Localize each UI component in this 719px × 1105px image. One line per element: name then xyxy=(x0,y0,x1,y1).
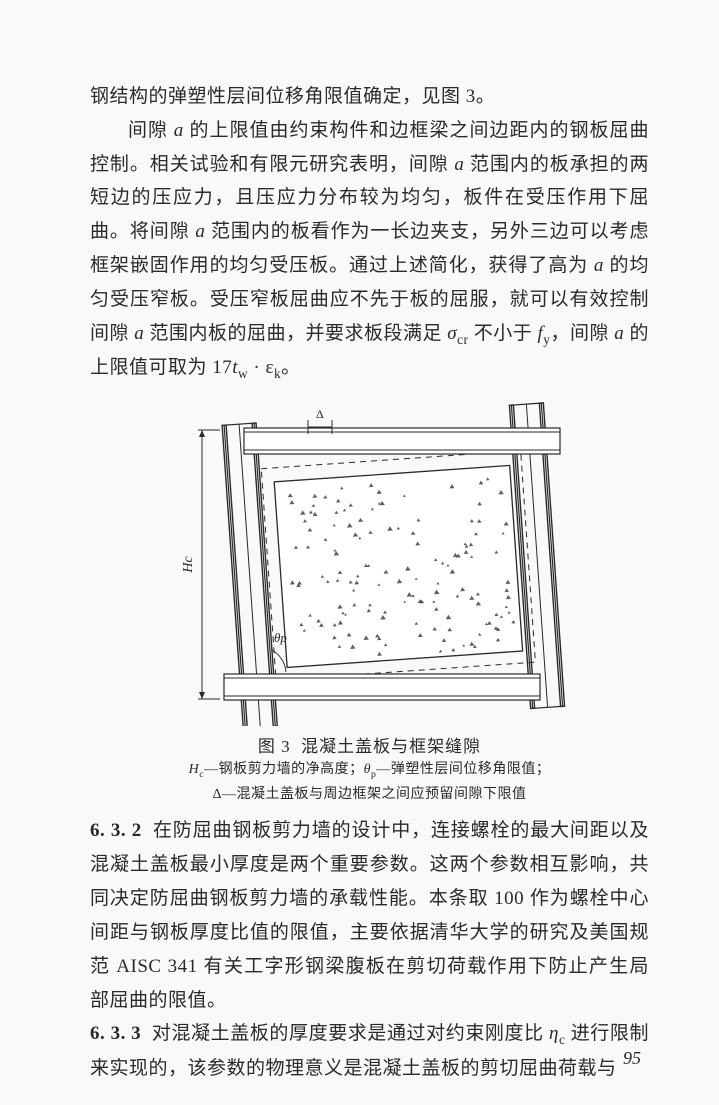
sym-a: a xyxy=(614,323,624,344)
sec-6-3-2-text: 在防屈曲钢板剪力墙的设计中，连接螺栓的最大间距以及混凝土盖板最小厚度是两个重要参… xyxy=(90,820,649,1010)
sym-a: a xyxy=(134,323,144,344)
p2-a: 间隙 xyxy=(128,120,174,141)
figure-3-caption: 图 3 混凝土盖板与框架缝隙 xyxy=(258,732,481,757)
section-6-3-3: 6. 3. 3 对混凝土盖板的厚度要求是通过对约束刚度比 ηc 进行限制来实现的… xyxy=(90,1017,649,1085)
paragraph-1: 钢结构的弹塑性层间位移角限值确定，见图 3。 xyxy=(90,80,649,114)
page: 钢结构的弹塑性层间位移角限值确定，见图 3。 间隙 a 的上限值由约束构件和边框… xyxy=(0,0,719,1105)
p2-j: · ε xyxy=(248,357,274,378)
svg-text:Δ: Δ xyxy=(316,407,324,421)
figure-3: θp Δ Hc 图 3 混凝土盖板与框架缝隙 Hc—钢板剪力墙的净高度；θp—弹塑性… xyxy=(90,396,649,807)
p2-f: 范围内板的屈曲，并要求板段满足 xyxy=(144,323,447,344)
p2-k: 。 xyxy=(281,357,301,378)
sym-a: a xyxy=(174,120,184,141)
p2-h: ，间隙 xyxy=(550,323,614,344)
sym-cr: cr xyxy=(457,331,468,346)
fig-text: 混凝土盖板与框架缝隙 xyxy=(301,737,481,756)
legend-theta: θ xyxy=(364,762,371,777)
sym-a: a xyxy=(454,154,464,175)
sym-a: a xyxy=(195,221,205,242)
sec-6-3-2-num: 6. 3. 2 xyxy=(90,820,142,841)
paragraph-2: 间隙 a 的上限值由约束构件和边框梁之间边距内的钢板屈曲控制。相关试验和有限元研… xyxy=(90,114,649,386)
section-6-3-2: 6. 3. 2 在防屈曲钢板剪力墙的设计中，连接螺栓的最大间距以及混凝土盖板最小… xyxy=(90,814,649,1017)
figure-3-diagram: θp Δ Hc xyxy=(160,396,580,726)
legend1b: —弹塑性层间位移角限值； xyxy=(376,762,550,777)
figure-3-legend-1: Hc—钢板剪力墙的净高度；θp—弹塑性层间位移角限值； xyxy=(189,759,551,782)
fig-num: 图 3 xyxy=(258,737,291,756)
page-number: 95 xyxy=(623,1048,641,1069)
legend-He: H xyxy=(189,762,200,777)
sec-6-3-3-num: 6. 3. 3 xyxy=(90,1023,141,1044)
svg-text:θp: θp xyxy=(274,630,287,645)
sym-a: a xyxy=(594,255,604,276)
legend1a: —钢板剪力墙的净高度； xyxy=(204,762,364,777)
sym-eta: η xyxy=(549,1023,559,1044)
sec-6-3-3-a: 对混凝土盖板的厚度要求是通过对约束刚度比 xyxy=(152,1023,549,1044)
p2-g: 不小于 xyxy=(469,323,538,344)
sym-sigma: σ xyxy=(447,323,457,344)
svg-text:Hc: Hc xyxy=(181,555,196,573)
sym-w: w xyxy=(238,366,248,381)
figure-3-legend-2: Δ—混凝土盖板与周边框架之间应预留间隙下限值 xyxy=(212,784,526,806)
